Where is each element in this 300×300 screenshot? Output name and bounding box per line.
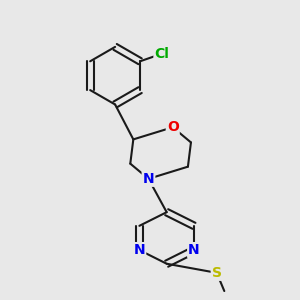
Text: O: O <box>167 120 179 134</box>
Text: N: N <box>134 243 145 257</box>
Text: S: S <box>212 266 222 280</box>
Text: N: N <box>143 172 154 186</box>
Text: N: N <box>188 243 200 257</box>
Text: Cl: Cl <box>154 47 169 61</box>
